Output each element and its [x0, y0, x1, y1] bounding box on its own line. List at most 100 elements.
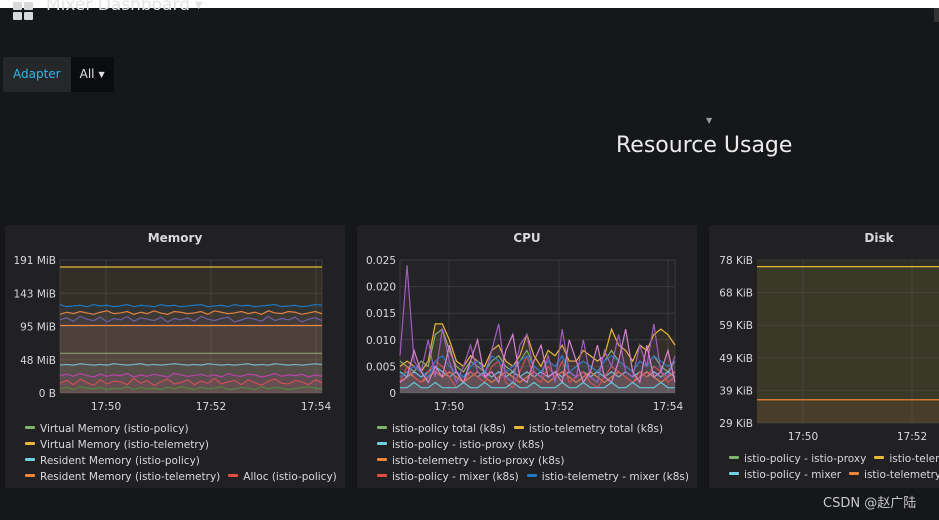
variable-adapter-value: All [79, 67, 95, 81]
legend-swatch [25, 474, 35, 477]
y-tick-label: 0 B [39, 388, 56, 400]
row-title[interactable]: Resource Usage [616, 133, 793, 158]
legend-item[interactable]: istio-policy - mixer [729, 467, 841, 483]
variable-adapter-label: Adapter [3, 57, 71, 92]
series-line [59, 386, 323, 391]
watermark: CSDN @赵广陆 [823, 496, 917, 511]
series-line [399, 265, 676, 385]
legend-item[interactable]: istio-telemet [874, 451, 939, 467]
legend-item[interactable]: istio-policy - istio-proxy (k8s) [377, 437, 544, 453]
y-tick-label: 0.025 [366, 255, 396, 267]
x-tick-label: 17:52 [544, 401, 574, 413]
series-area [60, 373, 322, 393]
y-tick-label: 49 KiB [719, 353, 753, 365]
dashboard-title[interactable]: Mixer Dashboard ▼ [46, 0, 203, 15]
series-line [399, 323, 676, 373]
legend-item[interactable]: istio-telemetry total (k8s) [513, 421, 664, 437]
y-tick-label: 95 MiB [20, 322, 56, 334]
cpu-panel: CPU 0.025 0.020 0.015 0.010 0.005 0 17:50 17:52… [357, 225, 697, 488]
legend-swatch [729, 456, 739, 459]
legend-label: Virtual Memory (istio-policy) [40, 423, 189, 435]
legend-swatch [25, 426, 35, 429]
series-line [59, 310, 323, 315]
legend-label: Resident Memory (istio-telemetry) [40, 471, 221, 483]
memory-chart[interactable]: 191 MiB 143 MiB 95 MiB 48 MiB 0 B 17:50 17:52 1… [5, 225, 345, 488]
series-area [400, 371, 675, 393]
legend-label: istio-policy - istio-proxy [744, 453, 867, 465]
x-tick-label: 17:54 [653, 401, 684, 413]
series-line [59, 377, 323, 387]
y-tick-label: 0.010 [366, 335, 396, 347]
series-line [399, 354, 676, 389]
legend-item[interactable]: Alloc (istio-policy) [228, 469, 337, 485]
disk-chart[interactable]: 78 KiB 68 KiB 59 KiB 49 KiB 39 KiB 29 KiB 17:5… [709, 225, 939, 488]
legend-swatch [377, 426, 387, 429]
legend-item[interactable]: Resident Memory (istio-policy) [25, 453, 200, 469]
y-tick-label: 48 MiB [20, 355, 56, 367]
top-edge [0, 0, 939, 8]
series-area [400, 382, 675, 393]
series-area [60, 266, 322, 393]
x-tick-label: 17:50 [788, 431, 818, 443]
y-tick-label: 0.005 [366, 361, 396, 373]
panel-title[interactable]: Memory [147, 231, 203, 245]
legend-label: Resident Memory (istio-policy) [40, 455, 200, 467]
legend-item[interactable]: Virtual Memory (istio-policy) [25, 421, 189, 437]
legend-swatch [377, 474, 387, 477]
legend-swatch [377, 458, 387, 461]
legend-item[interactable]: istio-telemetry - mixer (k8s) [526, 469, 689, 485]
legend-swatch [849, 472, 860, 475]
legend-label: Alloc (istio-policy) [243, 471, 337, 483]
panel-title[interactable]: CPU [513, 231, 541, 245]
y-tick-label: 191 MiB [13, 255, 56, 267]
x-tick-label: 17:50 [434, 401, 464, 413]
caret-down-icon: ▼ [195, 0, 203, 11]
row-collapse-icon[interactable]: ▼ [706, 116, 713, 125]
legend-swatch [874, 456, 885, 459]
variable-adapter-select[interactable]: All ▼ [70, 57, 114, 92]
legend-label: istio-policy - mixer [744, 469, 842, 481]
panel-title[interactable]: Disk [864, 231, 894, 245]
series-area [60, 325, 322, 393]
y-tick-label: 0.020 [366, 282, 396, 294]
series-line [59, 363, 323, 366]
legend-label: istio-telemetry total (k8s) [528, 423, 664, 435]
legend-swatch [25, 442, 35, 445]
series-area [60, 363, 322, 393]
y-tick-label: 143 MiB [13, 288, 56, 300]
legend-swatch [526, 474, 537, 477]
series-area [400, 355, 675, 393]
legend-item[interactable]: Resident Memory (istio-telemetry) [25, 469, 220, 485]
y-tick-label: 68 KiB [719, 288, 753, 300]
legend-swatch [513, 426, 524, 429]
dashboard-title-text: Mixer Dashboard [46, 0, 191, 15]
legend-item[interactable]: istio-policy - mixer (k8s) [377, 469, 519, 485]
legend-label: istio-telemet [889, 453, 939, 465]
legend-label: istio-policy - istio-proxy (k8s) [392, 439, 545, 451]
legend-label: istio-telemetry - mixer (k8s) [541, 471, 689, 483]
cpu-chart[interactable]: 0.025 0.020 0.015 0.010 0.005 0 17:50 17:52 17:5… [357, 225, 697, 488]
legend-item[interactable]: istio-telemetry - n [849, 467, 939, 483]
memory-panel: Memory 191 MiB 143 MiB 95 MiB 48 MiB 0 B 17:5… [5, 225, 345, 488]
x-tick-label: 17:52 [897, 431, 927, 443]
y-tick-label: 78 KiB [719, 255, 753, 267]
x-tick-label: 17:52 [196, 401, 226, 413]
legend-item[interactable]: istio-policy - istio-proxy [729, 451, 866, 467]
y-tick-label: 59 KiB [719, 320, 753, 332]
legend-item[interactable]: istio-telemetry - istio-proxy (k8s) [377, 453, 564, 469]
caret-down-icon: ▼ [98, 70, 105, 79]
window-edge [934, 8, 939, 22]
series-line [399, 329, 676, 384]
series-area [60, 304, 322, 393]
legend-swatch [25, 458, 35, 461]
series-line [59, 303, 323, 308]
disk-legend: istio-policy - istio-proxyistio-telemet … [729, 451, 939, 483]
series-area [400, 329, 675, 393]
series-area [757, 399, 939, 423]
y-tick-label: 39 KiB [719, 385, 753, 397]
legend-label: istio-telemetry - n [864, 469, 939, 481]
dashboard-title-bar[interactable]: Mixer Dashboard ▼ [12, 0, 312, 22]
legend-item[interactable]: Virtual Memory (istio-telemetry) [25, 437, 209, 453]
plot-area [757, 260, 939, 423]
legend-item[interactable]: istio-policy total (k8s) [377, 421, 506, 437]
